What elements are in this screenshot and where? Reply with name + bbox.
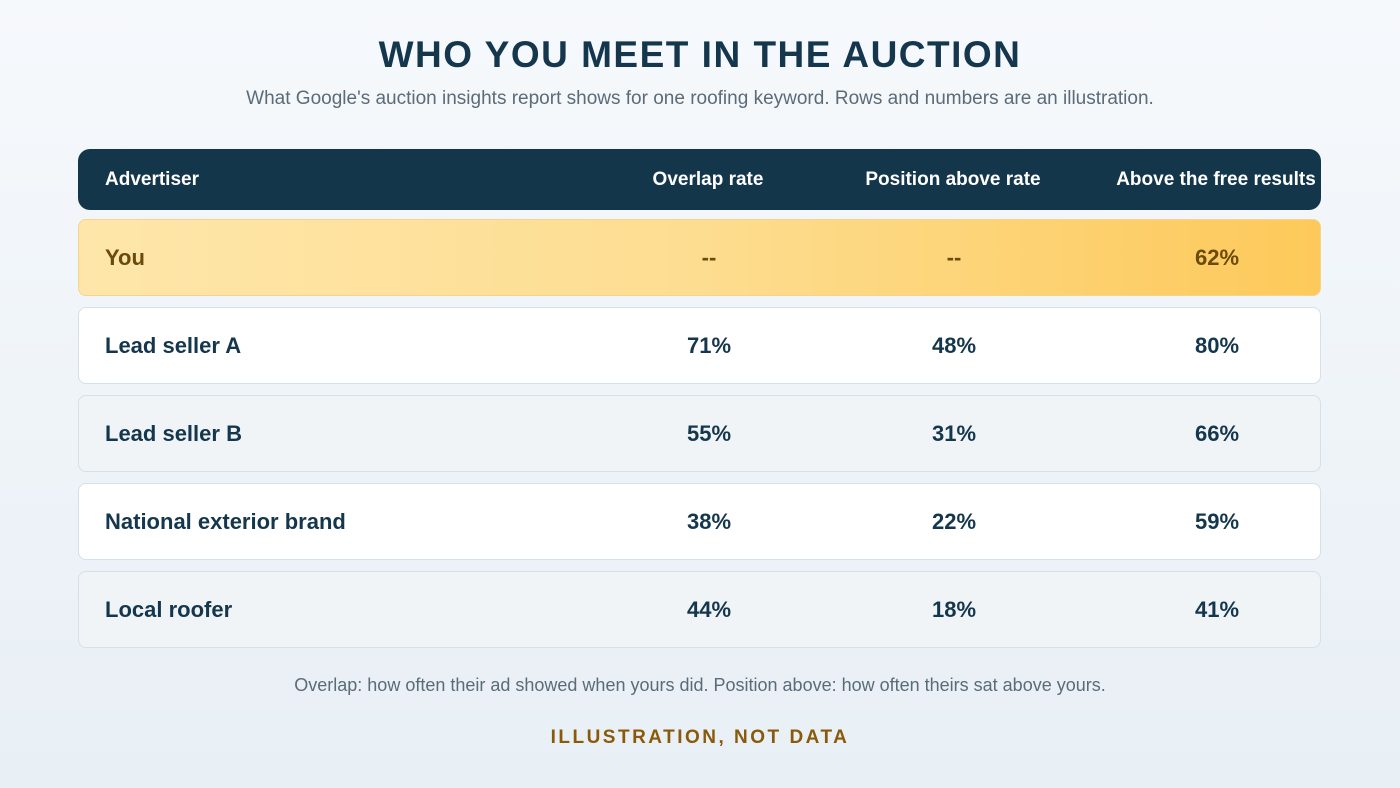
footnote: Overlap: how often their ad showed when … [294,675,1106,695]
column-header-overlap-rate: Overlap rate [652,168,764,190]
column-header-above-free-results: Above the free results [1116,168,1316,190]
advertiser-cell: Lead seller A [105,332,242,358]
column-header-position-above-rate: Position above rate [865,168,1041,190]
advertiser-cell: Lead seller B [105,420,242,446]
above-free-cell: 62% [1194,244,1240,270]
auction-insights-table: Advertiser Overlap rate Position above r… [78,149,1321,648]
advertiser-cell: You [105,244,145,270]
position-above-cell: 48% [931,332,977,358]
above-free-cell: 59% [1194,508,1240,534]
overlap-cell: 44% [686,596,732,622]
table-row: Lead seller A 71% 48% 80% [78,307,1321,384]
table-row-you: You -- -- 62% [78,219,1321,296]
position-above-cell: 31% [931,420,977,446]
chart-title: WHO YOU MEET IN THE AUCTION [378,34,1022,75]
overlap-cell: -- [701,244,717,270]
disclaimer-label: ILLUSTRATION, NOT DATA [550,727,850,748]
column-header-advertiser: Advertiser [105,168,199,190]
above-free-cell: 66% [1194,420,1240,446]
above-free-cell: 80% [1194,332,1240,358]
overlap-cell: 55% [686,420,732,446]
table-row: Lead seller B 55% 31% 66% [78,395,1321,472]
advertiser-cell: National exterior brand [105,508,346,534]
table-row: National exterior brand 38% 22% 59% [78,483,1321,560]
position-above-cell: 18% [931,596,977,622]
position-above-cell: -- [946,244,962,270]
table-row: Local roofer 44% 18% 41% [78,571,1321,648]
advertiser-cell: Local roofer [105,596,233,622]
chart-subtitle: What Google's auction insights report sh… [246,88,1154,109]
position-above-cell: 22% [931,508,977,534]
above-free-cell: 41% [1194,596,1240,622]
overlap-cell: 38% [686,508,732,534]
table-header: Advertiser Overlap rate Position above r… [78,149,1321,210]
overlap-cell: 71% [686,332,732,358]
